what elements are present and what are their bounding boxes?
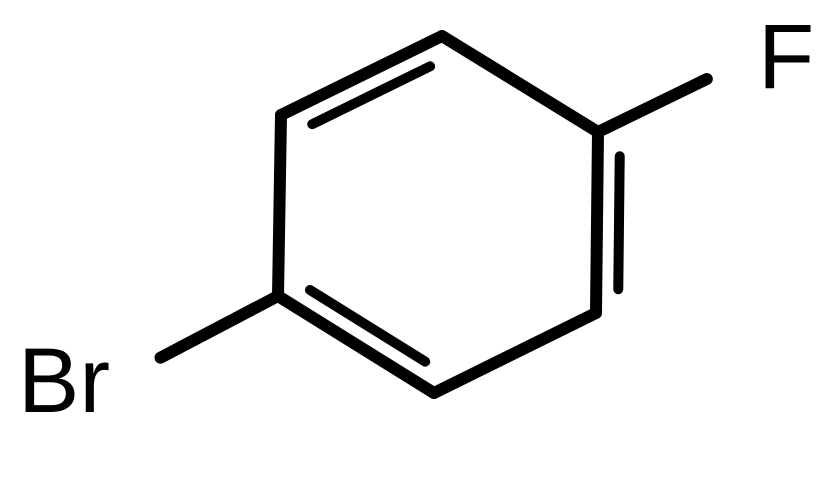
- molecule-diagram: F Br: [0, 0, 829, 503]
- atom-label-br: Br: [18, 330, 110, 432]
- bond-C6-C1: [278, 115, 281, 296]
- bond-C6-Br: [160, 296, 278, 358]
- bond-C3-F: [598, 79, 707, 132]
- bond-C5-C6: [278, 296, 434, 393]
- bond-C4-C5: [434, 313, 596, 393]
- bond-C3-C4: [596, 132, 598, 313]
- atom-label-f: F: [758, 6, 814, 108]
- bond-C2-C3: [442, 36, 598, 132]
- bond-C3-C4-inner: [618, 156, 619, 289]
